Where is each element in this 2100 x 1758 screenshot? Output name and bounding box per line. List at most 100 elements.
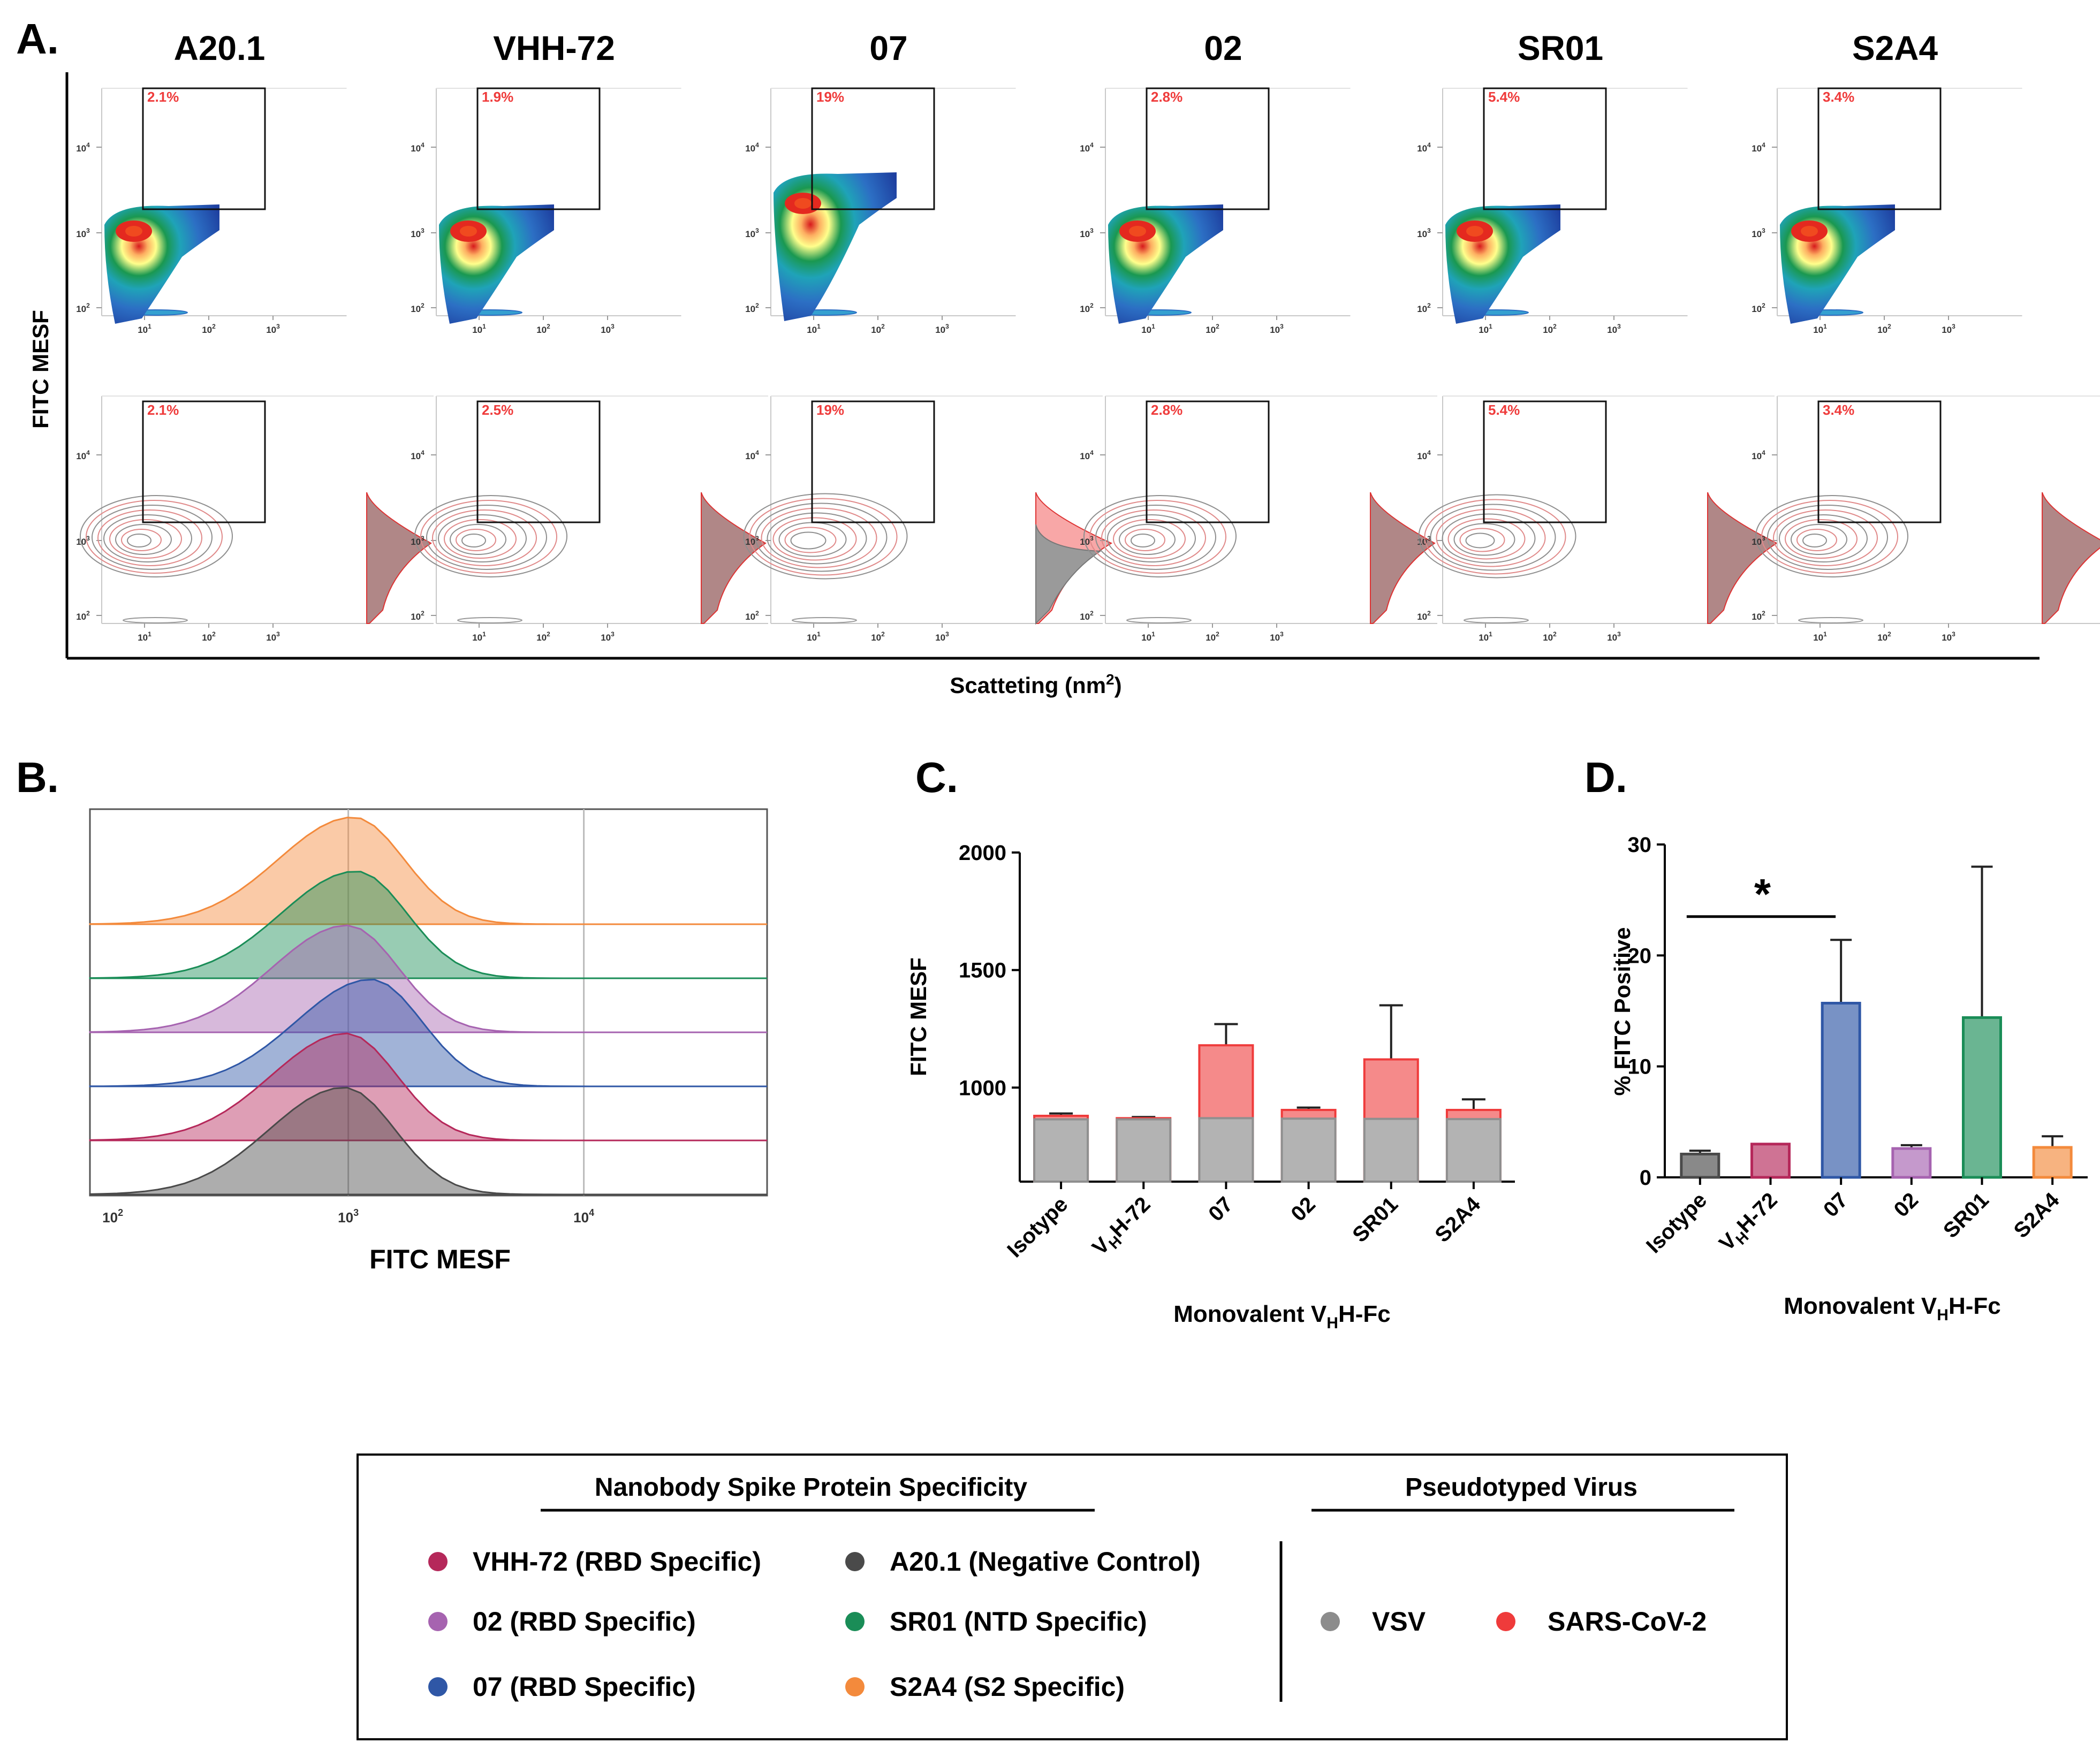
c-bar-vsv — [1363, 1117, 1419, 1183]
legend-label: VHH-72 (RBD Specific) — [473, 1547, 761, 1577]
x-tick-label: 101 — [1141, 323, 1155, 335]
gate-percentage: 1.9% — [482, 89, 513, 105]
side-histogram-vsv — [1035, 524, 1102, 625]
gate-percentage: 3.4% — [1823, 402, 1854, 418]
x-tick-label: 102 — [871, 630, 885, 643]
side-histogram — [1707, 492, 1778, 624]
y-tick-label: 104 — [1417, 449, 1431, 461]
x-tick-label: 101 — [1479, 630, 1492, 643]
c-x-tick-label: 07 — [1204, 1192, 1238, 1226]
d-bar — [1891, 1147, 1932, 1179]
contour-line — [444, 519, 517, 559]
density-core — [1801, 226, 1818, 237]
y-tick-label: 103 — [76, 227, 90, 239]
y-tick-label: 104 — [1752, 141, 1765, 154]
contour-line — [1095, 505, 1216, 570]
y-tick-label: 104 — [76, 449, 90, 461]
y-tick-label: 104 — [745, 449, 759, 461]
d-bar — [1680, 1152, 1720, 1179]
gate-box — [1483, 400, 1607, 523]
panel-a-letter: A. — [16, 15, 59, 63]
histogram-x-tick: 103 — [338, 1207, 359, 1226]
y-tick-label: 103 — [1080, 227, 1094, 239]
y-tick-label: 104 — [1080, 449, 1094, 461]
y-tick-label: 102 — [1080, 302, 1094, 314]
contour-line — [1424, 499, 1566, 575]
panel-c-y-label: FITC MESF — [906, 957, 931, 1076]
d-y-tick-label: 0 — [1640, 1166, 1651, 1190]
contour-line — [97, 509, 202, 566]
density-core — [460, 226, 477, 237]
contour-line — [1773, 509, 1878, 566]
contour-line — [755, 503, 888, 572]
d-x-tick-label: 07 — [1819, 1188, 1853, 1222]
d-bar — [2032, 1146, 2073, 1179]
c-bar-vsv — [1033, 1118, 1089, 1183]
contour-line — [1465, 532, 1495, 549]
x-tick-label: 103 — [1270, 323, 1284, 335]
column-header: S2A4 — [1852, 29, 1938, 67]
c-x-tick-label: S2A4 — [1430, 1192, 1485, 1247]
contour-line — [1767, 505, 1888, 570]
x-tick-label: 102 — [536, 323, 550, 335]
y-tick-label: 104 — [1417, 141, 1431, 154]
significance-star: * — [1754, 870, 1771, 918]
gate-box — [142, 87, 266, 210]
x-tick-label: 103 — [935, 630, 949, 643]
density-core — [1466, 226, 1483, 237]
d-x-tick-label: S2A4 — [2010, 1188, 2064, 1243]
x-tick-label: 102 — [1206, 630, 1219, 643]
d-bar — [1962, 1016, 2002, 1179]
d-x-tick-label: VHH-72 — [1715, 1188, 1785, 1258]
gate-percentage: 19% — [816, 89, 844, 105]
debris-cluster — [1798, 617, 1863, 623]
density-plot: 104 103 102 101 102 103 3.4% — [1752, 87, 2022, 335]
y-tick-label: 102 — [1417, 610, 1431, 622]
contour-line — [761, 507, 877, 568]
panel-d-letter: D. — [1585, 754, 1627, 801]
x-tick-label: 101 — [1141, 630, 1155, 643]
x-tick-label: 103 — [1942, 630, 1955, 643]
contour-line — [456, 529, 496, 551]
c-bar-vsv — [1116, 1118, 1172, 1183]
panel-c: C. FITC MESF 1000 1500 2000 Isotype VHH-72 07… — [906, 754, 1515, 1332]
side-histogram — [701, 492, 767, 624]
gate-box — [476, 87, 601, 210]
contour-line — [432, 509, 537, 566]
legend-heading-virus: Pseudotyped Virus — [1405, 1473, 1637, 1502]
contour-line — [1791, 524, 1847, 555]
x-tick-label: 102 — [536, 630, 550, 643]
panel-a-x-label: Scatteting (nm2) — [950, 671, 1121, 698]
x-tick-label: 101 — [1479, 323, 1492, 335]
side-histogram — [2042, 492, 2100, 624]
x-tick-label: 102 — [202, 323, 216, 335]
column-header: 02 — [1204, 29, 1242, 67]
c-y-tick-label: 1500 — [959, 959, 1006, 983]
gate-percentage: 2.8% — [1151, 89, 1182, 105]
contour-line — [1779, 514, 1868, 562]
gate-percentage: 2.1% — [147, 402, 179, 418]
y-tick-label: 102 — [1752, 302, 1765, 314]
x-tick-label: 103 — [1607, 630, 1621, 643]
contour-line — [420, 500, 557, 574]
side-histogram — [1370, 492, 1436, 624]
gate-percentage: 5.4% — [1488, 402, 1520, 418]
fitc-positive-bar-chart: 0 10 20 30 Isotype VHH-72 07 02 SR01 S2A4 * — [1628, 833, 2088, 1258]
y-tick-label: 103 — [745, 227, 759, 239]
contour-line — [1131, 534, 1155, 547]
y-tick-label: 102 — [745, 302, 759, 314]
contour-line — [1430, 504, 1556, 571]
c-x-tick-label: VHH-72 — [1088, 1192, 1158, 1262]
c-x-tick-label: SR01 — [1348, 1192, 1402, 1247]
gate-percentage: 3.4% — [1823, 89, 1854, 105]
legend: Nanobody Spike Protein Specificity Pseud… — [357, 1453, 1788, 1740]
density-core — [125, 226, 142, 237]
column-header: A20.1 — [174, 29, 266, 67]
y-tick-label: 104 — [1752, 449, 1765, 461]
panel-d-y-label: % FITC Positive — [1610, 927, 1635, 1095]
x-tick-label: 103 — [601, 323, 615, 335]
y-tick-label: 102 — [1417, 302, 1431, 314]
y-tick-label: 104 — [1080, 141, 1094, 154]
column-header: SR01 — [1518, 29, 1603, 67]
